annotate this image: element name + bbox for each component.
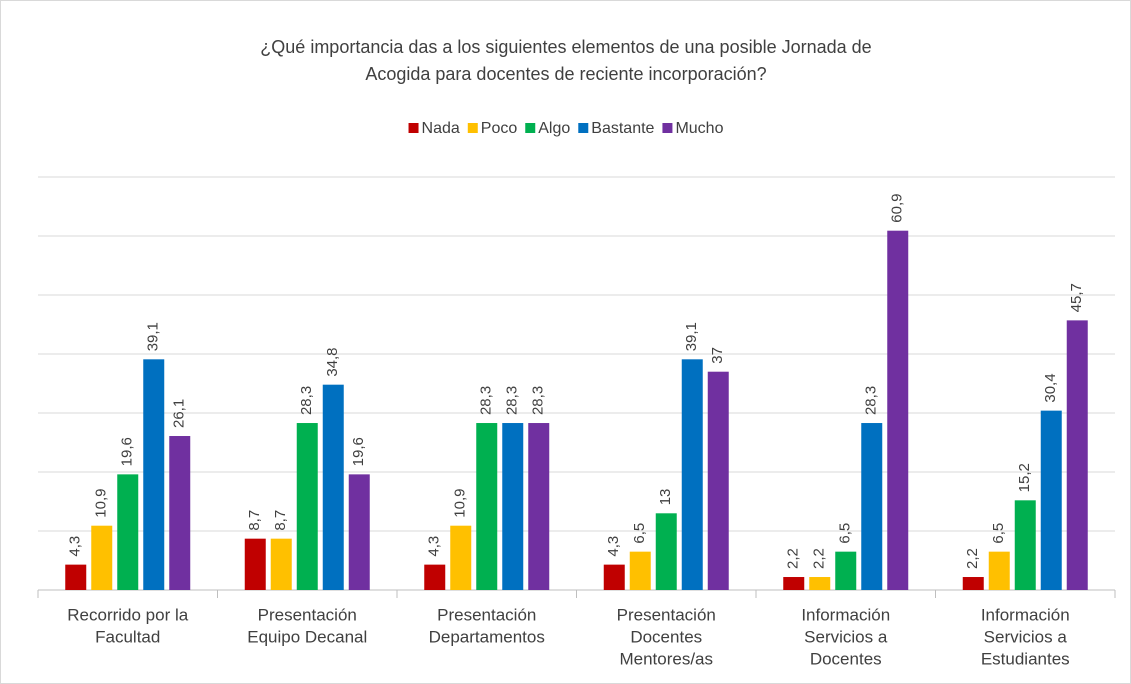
x-tick-label: Presentación [258, 605, 357, 624]
bar [1040, 410, 1062, 590]
x-tick-label: Facultad [95, 627, 160, 646]
data-label: 2,2 [785, 548, 802, 569]
legend-swatch [467, 123, 478, 133]
legend-swatch [408, 123, 419, 133]
legend-label: Poco [481, 120, 518, 137]
x-tick-label: Servicios a [804, 627, 888, 646]
x-tick-label: Recorrido por la [67, 605, 188, 624]
bar [681, 359, 703, 590]
bar [629, 551, 651, 590]
data-label: 39,1 [683, 322, 700, 351]
data-label: 28,3 [530, 386, 547, 415]
legend-label: Mucho [675, 120, 723, 137]
bar [244, 538, 266, 590]
data-label: 4,3 [426, 536, 443, 557]
bar [988, 551, 1010, 590]
data-label: 4,3 [605, 536, 622, 557]
chart-title: Acogida para docentes de reciente incorp… [365, 64, 766, 84]
legend-swatch [525, 123, 536, 133]
x-tick-label: Presentación [617, 605, 716, 624]
x-tick-label: Estudiantes [981, 649, 1070, 668]
data-label: 15,2 [1016, 463, 1033, 492]
chart-title: ¿Qué importancia das a los siguientes el… [260, 37, 871, 57]
data-label: 19,6 [119, 437, 136, 466]
data-label: 39,1 [145, 322, 162, 351]
x-tick-label: Docentes [810, 649, 882, 668]
data-label: 8,7 [272, 510, 289, 531]
data-label: 10,9 [452, 488, 469, 517]
legend-label: Algo [538, 120, 570, 137]
bar [322, 384, 344, 590]
legend-swatch [578, 123, 589, 133]
data-label: 28,3 [478, 386, 495, 415]
bar [887, 230, 909, 590]
x-tick-label: Información [981, 605, 1070, 624]
bar [450, 525, 472, 590]
x-tick-label: Presentación [437, 605, 536, 624]
data-label: 37 [709, 347, 726, 364]
bar [603, 564, 625, 590]
bar [861, 423, 883, 590]
legend-label: Bastante [591, 120, 654, 137]
bar [270, 538, 292, 590]
bar [296, 423, 318, 590]
data-label: 2,2 [964, 548, 981, 569]
data-label: 2,2 [811, 548, 828, 569]
bar [809, 577, 831, 590]
data-label: 28,3 [298, 386, 315, 415]
bar [348, 474, 370, 590]
bar [707, 371, 729, 590]
x-tick-label: Docentes [630, 627, 702, 646]
bar [143, 359, 165, 590]
data-label: 8,7 [246, 510, 263, 531]
bar [502, 423, 524, 590]
bar [1014, 500, 1036, 590]
data-label: 60,9 [889, 193, 906, 222]
bar [835, 551, 857, 590]
bar [117, 474, 139, 590]
x-tick-label: Departamentos [429, 627, 545, 646]
legend-label: Nada [422, 120, 460, 137]
data-label: 13 [657, 489, 674, 506]
data-label: 28,3 [863, 386, 880, 415]
x-tick-label: Mentores/as [619, 649, 713, 668]
data-label: 19,6 [350, 437, 367, 466]
data-label: 28,3 [504, 386, 521, 415]
bar [783, 577, 805, 590]
data-label: 6,5 [631, 523, 648, 544]
data-label: 34,8 [324, 347, 341, 376]
data-label: 4,3 [67, 536, 84, 557]
bar [655, 513, 677, 590]
bar [476, 423, 498, 590]
data-label: 10,9 [93, 488, 110, 517]
bar [91, 525, 113, 590]
legend-swatch [662, 123, 673, 133]
bar [169, 436, 191, 590]
data-label: 30,4 [1042, 373, 1059, 402]
data-label: 6,5 [990, 523, 1007, 544]
data-label: 45,7 [1068, 283, 1085, 312]
data-label: 26,1 [171, 399, 188, 428]
bar [424, 564, 446, 590]
bar [1066, 320, 1088, 590]
x-tick-label: Información [801, 605, 890, 624]
x-tick-label: Equipo Decanal [247, 627, 367, 646]
bar [962, 577, 984, 590]
bar [65, 564, 87, 590]
bar [528, 423, 550, 590]
x-tick-label: Servicios a [984, 627, 1068, 646]
data-label: 6,5 [837, 523, 854, 544]
